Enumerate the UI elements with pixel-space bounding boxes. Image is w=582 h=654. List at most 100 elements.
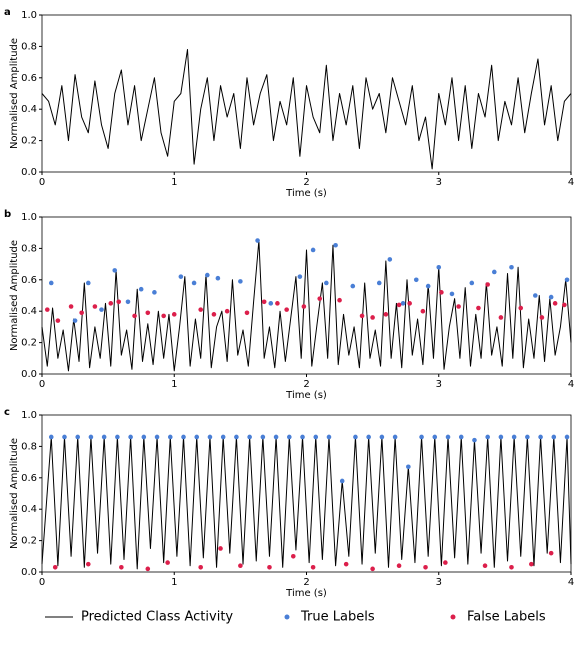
x-axis-label: Time (s) [285, 390, 327, 401]
label-dot [198, 564, 203, 570]
label-dot [538, 434, 543, 440]
y-tick-label: 0.8 [21, 441, 37, 452]
label-dot [128, 434, 133, 440]
label-dot [178, 274, 184, 279]
y-tick-label: 1.0 [21, 212, 37, 223]
label-dot [297, 274, 303, 279]
x-tick-label: 2 [303, 577, 309, 588]
label-dot [407, 301, 412, 306]
x-tick-label: 0 [39, 577, 45, 588]
label-dot [326, 434, 332, 440]
label-dot [353, 434, 358, 440]
label-dot [564, 277, 570, 283]
label-dot [337, 297, 342, 303]
panel-label: c [4, 407, 10, 418]
label-dot [238, 563, 243, 569]
label-dot [215, 275, 221, 281]
label-dot [167, 434, 173, 440]
label-dot [238, 279, 243, 284]
label-dot [551, 434, 557, 440]
label-dot [141, 434, 147, 440]
label-dot [485, 434, 490, 440]
label-dot [145, 566, 151, 572]
label-dot [207, 434, 213, 440]
legend-swatch [284, 614, 290, 620]
x-tick-label: 4 [568, 379, 574, 390]
activity-line [41, 49, 572, 170]
label-dot [472, 437, 477, 443]
y-tick-label: 1.0 [21, 410, 37, 421]
label-dot [310, 247, 316, 253]
label-dot [511, 434, 517, 440]
label-dot [509, 264, 514, 270]
label-dot [138, 286, 144, 292]
label-dot [552, 301, 558, 306]
label-dot [313, 434, 319, 440]
panel-label: b [4, 209, 11, 220]
x-axis-label: Time (s) [285, 188, 327, 199]
label-dot [165, 560, 170, 565]
label-dot [92, 304, 98, 309]
y-tick-label: 0.6 [21, 473, 37, 484]
x-tick-label: 1 [171, 379, 177, 390]
label-dot [476, 305, 481, 311]
label-dot [458, 434, 464, 440]
x-tick-label: 4 [568, 577, 574, 588]
label-dot [456, 304, 461, 309]
label-dot [161, 313, 166, 319]
y-tick-label: 0.8 [21, 243, 37, 254]
label-dot [145, 310, 151, 316]
label-dot [55, 318, 61, 323]
label-dot [423, 564, 428, 570]
label-dot [485, 282, 490, 287]
label-dot [548, 294, 554, 300]
plot-frame [41, 414, 572, 573]
label-dot [181, 434, 186, 440]
label-dot [518, 305, 524, 311]
x-tick-label: 0 [39, 177, 45, 188]
label-dot [379, 434, 385, 440]
label-dot [387, 257, 393, 262]
label-dot [247, 434, 252, 440]
label-dot [261, 299, 267, 305]
label-dot [218, 546, 223, 551]
label-dot [48, 280, 54, 286]
label-dot [101, 434, 107, 440]
label-dot [413, 277, 419, 283]
label-dot [152, 290, 157, 295]
label-dot [436, 264, 442, 270]
label-dot [443, 560, 448, 565]
legend-swatch [450, 614, 456, 620]
y-tick-label: 0.0 [21, 369, 37, 380]
label-dot [525, 434, 530, 440]
label-dot [171, 312, 177, 317]
panel-label: a [4, 7, 11, 18]
y-tick-label: 0.6 [21, 73, 37, 84]
label-dot [62, 434, 67, 440]
x-tick-label: 2 [303, 177, 309, 188]
y-tick-label: 0.6 [21, 275, 37, 286]
y-axis-label: Normalised Amplitude [9, 240, 20, 351]
label-dot [370, 315, 375, 320]
y-tick-label: 0.4 [21, 104, 37, 115]
label-dot [324, 280, 329, 286]
label-dot [75, 434, 81, 440]
label-dot [449, 291, 455, 297]
legend-label: Predicted Class Activity [81, 610, 233, 625]
y-axis-label: Normalised Amplitude [9, 38, 20, 149]
label-dot [99, 307, 104, 312]
label-dot [339, 478, 345, 484]
legend-label: False Labels [467, 610, 546, 625]
x-tick-label: 0 [39, 379, 45, 390]
label-dot [498, 434, 504, 440]
x-tick-label: 3 [436, 177, 442, 188]
label-dot [370, 566, 375, 572]
label-dot [290, 554, 296, 559]
label-dot [220, 434, 226, 440]
label-dot [211, 312, 217, 317]
label-dot [420, 308, 426, 314]
label-dot [343, 561, 349, 567]
y-tick-label: 0.2 [21, 536, 37, 547]
label-dot [445, 434, 451, 440]
